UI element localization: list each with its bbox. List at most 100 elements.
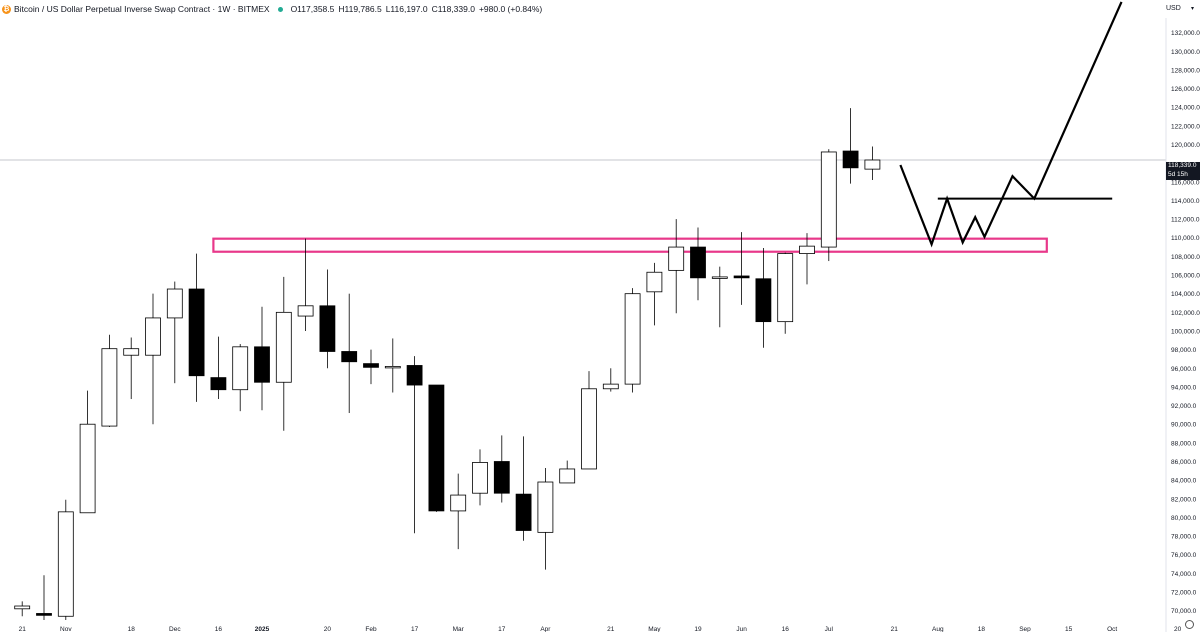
- time-tick-label: Feb: [365, 626, 377, 632]
- price-axis[interactable]: 134,000.0132,000.0130,000.0128,000.0126,…: [1171, 11, 1200, 615]
- candle: [275, 276, 292, 431]
- candle-body-down: [493, 461, 510, 494]
- candle: [493, 435, 510, 503]
- price-tick-label: 100,000.0: [1171, 328, 1200, 335]
- ohlc-change: +980.0 (+0.84%): [478, 4, 543, 14]
- price-tick-label: 112,000.0: [1171, 217, 1200, 224]
- candle: [602, 368, 619, 392]
- price-tick-label: 124,000.0: [1171, 105, 1200, 112]
- candle: [254, 306, 270, 411]
- time-tick-label: Apr: [540, 626, 551, 632]
- candle: [450, 473, 467, 550]
- currency-selector[interactable]: USD ▾: [1164, 0, 1200, 18]
- candle: [123, 337, 140, 400]
- price-tick-label: 82,000.0: [1171, 496, 1197, 503]
- candle-body-up: [101, 348, 118, 427]
- candle-body-down: [319, 305, 336, 352]
- price-tick-label: 110,000.0: [1171, 235, 1200, 242]
- candle-body-down: [36, 613, 52, 616]
- resistance-zone[interactable]: [212, 237, 1048, 253]
- candle: [166, 281, 183, 384]
- candle: [406, 356, 423, 534]
- time-tick-label: 20: [1174, 626, 1182, 632]
- time-tick-label: 20: [324, 626, 332, 632]
- candle: [842, 108, 859, 184]
- ohlc-open: O117,358.5: [290, 4, 335, 14]
- price-tick-label: 116,000.0: [1171, 179, 1200, 186]
- price-tick-label: 126,000.0: [1171, 86, 1200, 93]
- time-tick-label: 17: [411, 626, 419, 632]
- settings-icon[interactable]: [1185, 620, 1194, 629]
- price-tick-label: 106,000.0: [1171, 273, 1200, 280]
- candle: [733, 232, 750, 305]
- candle-body-up: [537, 481, 554, 533]
- candle: [668, 219, 685, 314]
- price-tick-label: 130,000.0: [1171, 49, 1200, 56]
- time-tick-label: 15: [1065, 626, 1073, 632]
- candle: [777, 252, 794, 334]
- candle: [363, 349, 379, 385]
- price-tick-label: 72,000.0: [1171, 590, 1197, 597]
- time-tick-label: 18: [978, 626, 986, 632]
- candle-body-down: [428, 384, 445, 512]
- candle: [711, 266, 728, 328]
- time-tick-label: 21: [607, 626, 615, 632]
- time-tick-label: Dec: [169, 626, 181, 632]
- price-tick-label: 76,000.0: [1171, 552, 1197, 559]
- candle-body-down: [363, 363, 379, 368]
- candle: [188, 253, 205, 402]
- candle: [559, 460, 576, 484]
- candle-body-up: [799, 245, 815, 254]
- price-tick-label: 70,000.0: [1171, 608, 1197, 615]
- candle-body-down: [690, 246, 706, 279]
- time-tick-label: Mar: [453, 626, 465, 632]
- time-tick-label: Oct: [1107, 626, 1117, 632]
- candle: [232, 344, 249, 412]
- price-tick-label: 98,000.0: [1171, 347, 1197, 354]
- candle: [297, 238, 314, 331]
- ohlc-low: L116,197.0: [385, 4, 428, 14]
- candle: [79, 390, 96, 514]
- candle: [36, 575, 52, 620]
- candle: [472, 449, 488, 506]
- projection-path[interactable]: [899, 1, 1123, 248]
- candle: [14, 601, 31, 617]
- candle: [384, 338, 401, 393]
- time-tick-label: May: [648, 626, 661, 632]
- candle: [145, 293, 161, 425]
- candle-body-up: [384, 366, 401, 369]
- candle-body-up: [450, 494, 467, 512]
- candle: [341, 293, 358, 414]
- market-status-dot-icon: [277, 6, 283, 12]
- price-tick-label: 80,000.0: [1171, 515, 1197, 522]
- chart-header: ₿ Bitcoin / US Dollar Perpetual Inverse …: [0, 0, 546, 18]
- price-tick-label: 90,000.0: [1171, 422, 1197, 429]
- price-tick-label: 122,000.0: [1171, 123, 1200, 130]
- time-tick-label: Jun: [736, 626, 747, 632]
- candle-body-down: [515, 493, 532, 531]
- candle: [799, 233, 815, 285]
- candle-body-down: [210, 377, 227, 391]
- price-tick-label: 74,000.0: [1171, 571, 1197, 578]
- price-tick-label: 84,000.0: [1171, 478, 1197, 485]
- candle: [755, 248, 772, 348]
- candle-body-up: [624, 293, 641, 385]
- candle: [864, 146, 881, 180]
- candle-body-up: [166, 288, 183, 319]
- candle-body-down: [733, 275, 750, 279]
- symbol-title[interactable]: Bitcoin / US Dollar Perpetual Inverse Sw…: [14, 4, 270, 14]
- candle-body-up: [559, 468, 576, 484]
- candle-body-up: [602, 383, 619, 390]
- candle-body-up: [145, 317, 161, 356]
- candle-body-up: [79, 423, 96, 514]
- price-tick-label: 78,000.0: [1171, 534, 1197, 541]
- time-axis[interactable]: 21 Nov 18 Dec 16 2025 20 Feb 17 Mar 17 Apr 21 May 19 Ju…: [19, 626, 1182, 632]
- current-price-badge: 118,339.0 5d 15h: [1166, 162, 1200, 180]
- candle-body-up: [646, 271, 663, 293]
- price-tick-label: 86,000.0: [1171, 459, 1197, 466]
- time-tick-label: Jul: [825, 626, 834, 632]
- candle-body-up: [232, 346, 249, 391]
- candle-body-up: [820, 151, 837, 248]
- candle-body-up: [581, 388, 597, 470]
